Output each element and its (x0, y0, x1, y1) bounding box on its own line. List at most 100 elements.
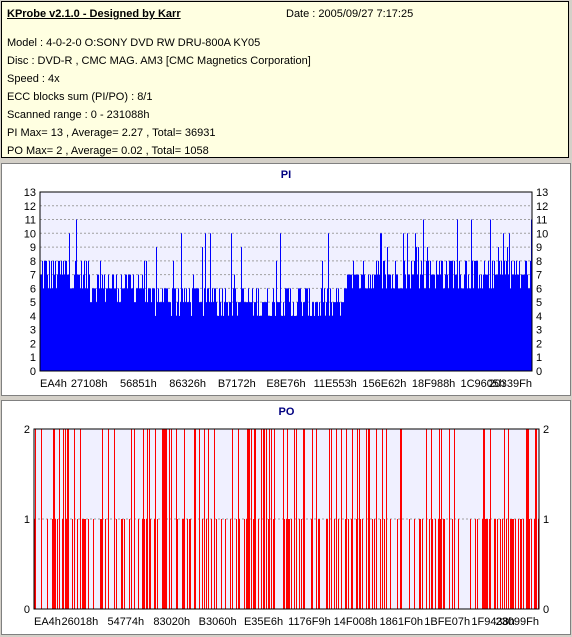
pi-bar (177, 302, 178, 371)
pi-bar (181, 233, 182, 371)
pi-bar (335, 302, 336, 371)
pi-bar (433, 274, 434, 371)
pi-bar (273, 288, 274, 371)
po-bar (380, 519, 381, 609)
pi-bar (322, 260, 323, 371)
pi-bar (167, 288, 168, 371)
po-bar (435, 519, 436, 609)
po-bar (312, 429, 313, 609)
pi-bar (373, 288, 374, 371)
pi-bar (42, 260, 43, 371)
po-bar (83, 519, 84, 609)
po-bar (356, 519, 357, 609)
pi-bar (298, 288, 299, 371)
pi-bar (176, 315, 177, 371)
po-bar (319, 519, 320, 609)
pi-bar (384, 260, 385, 371)
pi-bar (363, 260, 364, 371)
pi-bar (180, 302, 181, 371)
pi-bar (308, 315, 309, 371)
ecc-info: ECC blocks sum (PI/PO) : 8/1 (7, 91, 153, 103)
pi-bar (427, 247, 428, 371)
x-tick-label: 1C9605h (460, 378, 505, 390)
pi-bar (277, 302, 278, 371)
pi-bar (297, 302, 298, 371)
pi-bar (99, 288, 100, 371)
pi-bar (526, 260, 527, 371)
pi-bar (44, 260, 45, 371)
pi-bar (118, 288, 119, 371)
pi-bar (470, 288, 471, 371)
po-bar (482, 519, 483, 609)
pi-bar (354, 274, 355, 371)
pi-summary: PI Max= 13 , Average= 2.27 , Total= 3693… (7, 127, 216, 139)
pi-bar (116, 274, 117, 371)
pi-bar (359, 288, 360, 371)
po-bar (500, 519, 501, 609)
pi-bar (155, 315, 156, 371)
pi-bar (187, 302, 188, 371)
pi-series (40, 219, 532, 371)
pi-bar (336, 288, 337, 371)
pi-bar (495, 274, 496, 371)
pi-bar (517, 274, 518, 371)
po-bar (163, 429, 164, 609)
pi-bar (408, 274, 409, 371)
pi-bar (215, 288, 216, 371)
po-bar (326, 519, 327, 609)
x-tick-label: 11E553h (314, 378, 357, 390)
pi-bar (245, 302, 246, 371)
pi-bar (150, 288, 151, 371)
pi-bar (148, 288, 149, 371)
pi-bar (197, 288, 198, 371)
pi-bar (76, 219, 77, 371)
pi-bar (217, 315, 218, 371)
pi-bar (520, 288, 521, 371)
po-bar (346, 429, 347, 609)
pi-bar (362, 274, 363, 371)
pi-bar (293, 302, 294, 371)
pi-bar (344, 288, 345, 371)
pi-bar (251, 302, 252, 371)
pi-bar (173, 260, 174, 371)
pi-bar (165, 288, 166, 371)
y-tick-left: 0 (24, 604, 30, 616)
y-tick-right: 11 (536, 215, 547, 227)
po-bar (311, 519, 312, 609)
y-tick-left: 1 (24, 514, 30, 526)
pi-bar (275, 315, 276, 371)
pi-bar (286, 288, 287, 371)
pi-bar (528, 288, 529, 371)
scan-info-panel: KProbe v2.1.0 - Designed by Karr Date : … (1, 1, 569, 158)
pi-bar (530, 260, 531, 371)
po-bar (360, 519, 361, 609)
pi-bar (486, 274, 487, 371)
po-bar (54, 429, 55, 609)
po-bar (351, 519, 352, 609)
pi-bar (189, 288, 190, 371)
y-tick-left: 5 (30, 297, 36, 309)
po-bar (336, 429, 337, 609)
po-bar (422, 519, 423, 609)
pi-bar (467, 288, 468, 371)
po-bar (527, 429, 528, 609)
pi-bar (353, 260, 354, 371)
pi-bar (398, 288, 399, 371)
pi-bar (50, 288, 51, 371)
pi-bar (418, 247, 419, 371)
pi-bar (263, 302, 264, 371)
pi-bar (235, 288, 236, 371)
po-bar (59, 429, 60, 609)
pi-bar (53, 260, 54, 371)
pi-bar (327, 288, 328, 371)
po-bar (74, 429, 75, 609)
pi-bar (405, 274, 406, 371)
po-bar (184, 429, 185, 609)
po-bar (84, 519, 85, 609)
pi-bar (120, 302, 121, 371)
pi-bar (117, 302, 118, 371)
pi-bar (450, 260, 451, 371)
po-bar (214, 429, 215, 609)
pi-bar (260, 315, 261, 371)
pi-bar (126, 274, 127, 371)
